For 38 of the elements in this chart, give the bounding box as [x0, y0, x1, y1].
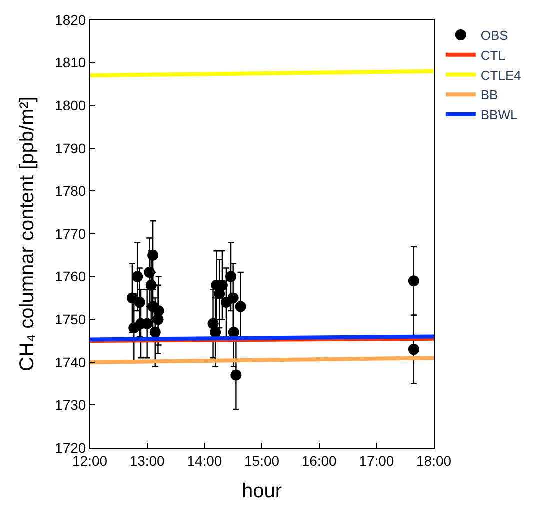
point [228, 326, 240, 338]
y-tick-label: 1810 [55, 54, 86, 71]
point [228, 292, 239, 304]
point [152, 314, 164, 326]
point [230, 370, 242, 381]
y-tick-label: 1800 [55, 98, 86, 114]
y-tick-label: 1730 [55, 397, 86, 414]
x-tick-label: 15:00 [244, 452, 280, 469]
y-tick-label: 1790 [55, 140, 86, 156]
point [146, 280, 157, 291]
point [226, 271, 237, 282]
x-tick-label: 17:00 [359, 452, 394, 469]
legend-label: CTLE4 [480, 68, 522, 83]
x-tick-label: 14:00 [187, 452, 222, 469]
point [408, 276, 420, 287]
y-tick-label: 1750 [55, 312, 86, 328]
y-tick-label: 1760 [55, 268, 86, 285]
point [210, 326, 222, 338]
x-tick-label: 13:00 [130, 452, 166, 469]
y-tick-label: 1820 [55, 12, 86, 28]
point [150, 326, 161, 338]
x-tick-label: 16:00 [302, 452, 338, 469]
legend-label: CTL [480, 48, 506, 63]
y-tick-label: 1770 [55, 226, 86, 242]
y-tick-label: 1740 [55, 354, 86, 370]
point [235, 301, 246, 312]
legend-label: OBS [480, 28, 509, 44]
y-tick-label: 1780 [55, 183, 86, 200]
point [148, 250, 159, 261]
point [132, 271, 144, 282]
point [408, 344, 420, 356]
legend-label: BB [480, 88, 498, 103]
point [144, 267, 156, 278]
y-axis-title: CH₄ columnar content [ppb/m²] [16, 96, 39, 372]
legend-label: BBWL [480, 108, 518, 123]
x-axis-title: hour [242, 480, 282, 502]
x-tick-label: 18:00 [416, 452, 452, 469]
point [134, 296, 146, 308]
